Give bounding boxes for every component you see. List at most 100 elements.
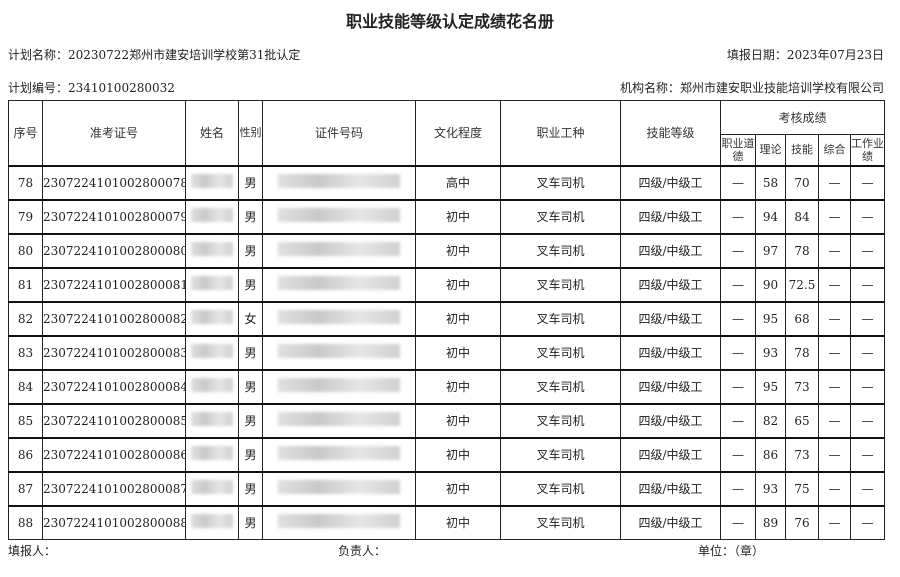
header-occupation: 职业工种 bbox=[500, 100, 621, 166]
cell-name-redacted bbox=[185, 334, 239, 370]
cell-exam-no: 2307224101002800087 bbox=[42, 470, 186, 506]
cell-theory: 93 bbox=[755, 334, 786, 370]
cell-level: 四级/中级工 bbox=[620, 368, 721, 404]
header-exam-no: 准考证号 bbox=[42, 100, 186, 166]
cell-education: 高中 bbox=[415, 164, 501, 200]
cell-education: 初中 bbox=[415, 232, 501, 268]
cell-gender: 男 bbox=[238, 198, 263, 234]
cell-skill: 72.5 bbox=[785, 266, 819, 302]
cell-theory: 97 bbox=[755, 232, 786, 268]
cell-name-redacted bbox=[185, 300, 239, 336]
cell-skill: 70 bbox=[785, 164, 819, 200]
cell-overall: — bbox=[818, 334, 851, 370]
table-row: 88 2307224101002800088 男初中 叉车司机 四级/中级工 —89 76—… bbox=[8, 504, 886, 540]
cell-occupation: 叉车司机 bbox=[500, 470, 621, 506]
cell-id-redacted bbox=[262, 232, 416, 268]
cell-occupation: 叉车司机 bbox=[500, 402, 621, 438]
header-skill: 技能 bbox=[785, 134, 819, 166]
header-scores: 考核成绩 bbox=[719, 100, 886, 135]
cell-gender: 男 bbox=[238, 266, 263, 302]
cell-seq: 87 bbox=[8, 470, 43, 506]
cell-name-redacted bbox=[185, 164, 239, 200]
cell-overall: — bbox=[818, 402, 851, 438]
cell-name-redacted bbox=[185, 198, 239, 234]
header-ethics: 职业道德 bbox=[720, 134, 756, 166]
cell-ethics: — bbox=[720, 368, 756, 404]
cell-gender: 女 bbox=[238, 300, 263, 336]
cell-seq: 83 bbox=[8, 334, 43, 370]
cell-gender: 男 bbox=[238, 436, 263, 472]
cell-education: 初中 bbox=[415, 266, 501, 302]
cell-overall: — bbox=[818, 368, 851, 404]
cell-level: 四级/中级工 bbox=[620, 334, 721, 370]
header-name: 姓名 bbox=[185, 100, 239, 166]
cell-id-redacted bbox=[262, 198, 416, 234]
cell-level: 四级/中级工 bbox=[620, 504, 721, 540]
cell-overall: — bbox=[818, 266, 851, 302]
header-level: 技能等级 bbox=[620, 100, 721, 166]
cell-gender: 男 bbox=[238, 232, 263, 268]
cell-level: 四级/中级工 bbox=[620, 232, 721, 268]
cell-theory: 58 bbox=[755, 164, 786, 200]
cell-skill: 84 bbox=[785, 198, 819, 234]
cell-work: — bbox=[849, 164, 886, 200]
footer-filler: 填报人： bbox=[8, 544, 57, 558]
table-row: 81 2307224101002800081 男初中 叉车司机 四级/中级工 —90 72.… bbox=[8, 266, 886, 302]
table-row: 78 2307224101002800078 男高中 叉车司机 四级/中级工 —58 70—… bbox=[8, 164, 886, 200]
cell-ethics: — bbox=[720, 504, 756, 540]
cell-theory: 95 bbox=[755, 300, 786, 336]
cell-seq: 86 bbox=[8, 436, 43, 472]
cell-education: 初中 bbox=[415, 334, 501, 370]
cell-seq: 80 bbox=[8, 232, 43, 268]
footer-responsible: 负责人： bbox=[338, 544, 387, 558]
header-work: 工作业绩 bbox=[849, 134, 886, 166]
cell-exam-no: 2307224101002800084 bbox=[42, 368, 186, 404]
cell-education: 初中 bbox=[415, 504, 501, 540]
cell-theory: 89 bbox=[755, 504, 786, 540]
cell-work: — bbox=[849, 436, 886, 472]
cell-occupation: 叉车司机 bbox=[500, 266, 621, 302]
cell-ethics: — bbox=[720, 470, 756, 506]
cell-ethics: — bbox=[720, 436, 756, 472]
cell-id-redacted bbox=[262, 300, 416, 336]
page-title: 职业技能等级认定成绩花名册 bbox=[345, 12, 554, 31]
cell-level: 四级/中级工 bbox=[620, 300, 721, 336]
cell-gender: 男 bbox=[238, 334, 263, 370]
cell-occupation: 叉车司机 bbox=[500, 300, 621, 336]
cell-ethics: — bbox=[720, 232, 756, 268]
cell-overall: — bbox=[818, 198, 851, 234]
cell-occupation: 叉车司机 bbox=[500, 368, 621, 404]
cell-work: — bbox=[849, 504, 886, 540]
cell-seq: 82 bbox=[8, 300, 43, 336]
cell-exam-no: 2307224101002800078 bbox=[42, 164, 186, 200]
cell-gender: 男 bbox=[238, 402, 263, 438]
cell-overall: — bbox=[818, 232, 851, 268]
cell-level: 四级/中级工 bbox=[620, 402, 721, 438]
cell-education: 初中 bbox=[415, 470, 501, 506]
cell-skill: 65 bbox=[785, 402, 819, 438]
cell-name-redacted bbox=[185, 470, 239, 506]
cell-level: 四级/中级工 bbox=[620, 470, 721, 506]
cell-theory: 82 bbox=[755, 402, 786, 438]
header-education: 文化程度 bbox=[415, 100, 501, 166]
plan-number: 计划编号：23410100280032 bbox=[8, 81, 175, 95]
cell-overall: — bbox=[818, 504, 851, 540]
cell-seq: 85 bbox=[8, 402, 43, 438]
cell-occupation: 叉车司机 bbox=[500, 504, 621, 540]
cell-seq: 81 bbox=[8, 266, 43, 302]
cell-occupation: 叉车司机 bbox=[500, 436, 621, 472]
footer-unit: 单位：（章） bbox=[698, 544, 765, 558]
cell-overall: — bbox=[818, 436, 851, 472]
cell-level: 四级/中级工 bbox=[620, 198, 721, 234]
cell-skill: 78 bbox=[785, 334, 819, 370]
cell-level: 四级/中级工 bbox=[620, 436, 721, 472]
cell-overall: — bbox=[818, 300, 851, 336]
header-seq: 序号 bbox=[8, 100, 43, 166]
cell-education: 初中 bbox=[415, 300, 501, 336]
cell-gender: 男 bbox=[238, 504, 263, 540]
plan-name: 计划名称：20230722郑州市建安培训学校第31批认定 bbox=[8, 48, 301, 62]
header-theory: 理论 bbox=[755, 134, 786, 166]
cell-occupation: 叉车司机 bbox=[500, 198, 621, 234]
cell-id-redacted bbox=[262, 164, 416, 200]
table-row: 79 2307224101002800079 男初中 叉车司机 四级/中级工 —94 84—… bbox=[8, 198, 886, 234]
